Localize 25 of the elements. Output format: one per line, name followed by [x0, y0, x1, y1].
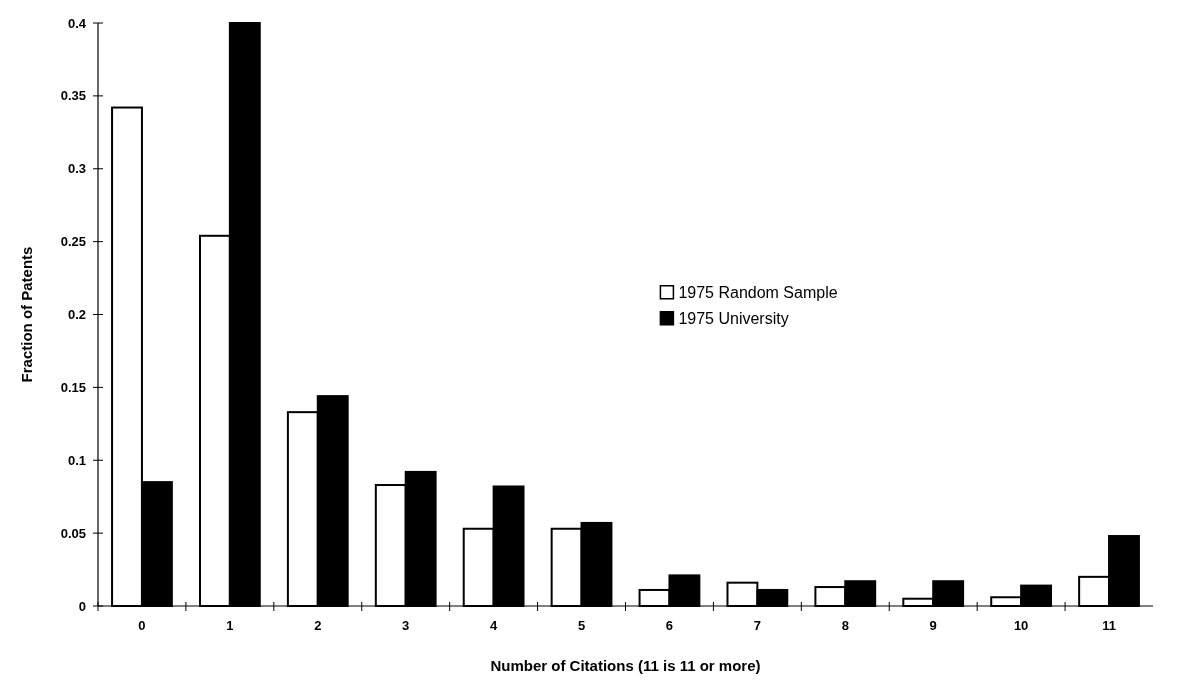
- x-tick-label: 6: [665, 618, 674, 633]
- x-axis-title: Number of Citations (11 is 11 or more): [490, 657, 761, 674]
- y-tick-label: 0.1: [67, 452, 86, 468]
- y-tick-label: 0.4: [67, 15, 87, 31]
- y-tick-label: 0: [78, 598, 86, 614]
- x-tick-label: 5: [577, 618, 586, 633]
- x-tick-label: 1: [226, 618, 234, 633]
- legend-label: 1975 University: [678, 310, 789, 328]
- x-tick-label: 3: [402, 618, 410, 633]
- x-tick-label: 11: [1102, 618, 1116, 633]
- x-tick-label: 9: [929, 618, 937, 633]
- y-tick-label: 0.2: [67, 307, 86, 323]
- x-tick-label: 8: [841, 618, 849, 633]
- x-tick-label: 0: [138, 618, 146, 633]
- x-tick-label: 4: [490, 618, 499, 633]
- y-axis-title: Fraction of Patents: [18, 246, 35, 383]
- y-tick-label: 0.3: [67, 161, 86, 177]
- x-tick-label: 10: [1013, 618, 1029, 633]
- y-tick-label: 0.35: [60, 88, 86, 104]
- x-tick-label: 7: [753, 618, 761, 633]
- y-tick-label: 0.05: [60, 525, 86, 541]
- y-tick-label: 0.25: [60, 234, 86, 250]
- legend-label: 1975 Random Sample: [678, 284, 838, 302]
- x-tick-label: 2: [314, 618, 322, 633]
- y-tick-label: 0.15: [60, 379, 86, 395]
